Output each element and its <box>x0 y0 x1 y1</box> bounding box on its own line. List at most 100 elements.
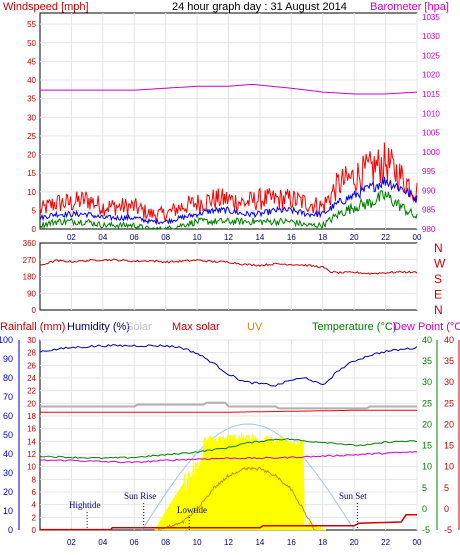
combo-x-tick-label: 12 <box>224 538 233 547</box>
rainfall-ticks: 0 10 20 30 40 50 60 70 80 90 100 <box>0 335 13 535</box>
direction-tick-label: 90 <box>27 289 36 298</box>
humidity-tick-label: 0 <box>32 526 37 535</box>
wind-x-tick-label: 14 <box>255 233 264 242</box>
direction-tick-label: 0 <box>32 306 37 315</box>
combo-x-tick-label: 08 <box>161 538 170 547</box>
dewpoint-tick-label: 5 <box>444 483 449 493</box>
compass-label: N <box>434 241 443 255</box>
solar-baseline-line <box>40 401 417 410</box>
temperature-tick-label: 10 <box>422 462 432 472</box>
wind-average-line <box>39 176 418 226</box>
wind-x-tick-label: 20 <box>350 233 359 242</box>
rainfall-tick-label: 60 <box>3 411 13 421</box>
hightide-label: Hightide <box>69 500 101 510</box>
humidity-tick-label: 16 <box>27 425 36 434</box>
dewpoint-tick-label: 35 <box>444 356 454 366</box>
humidity-tick-label: 30 <box>27 336 36 345</box>
dewpoint-tick-label: -5 <box>444 525 452 535</box>
wind-series <box>39 84 418 230</box>
humidity-tick-label: 6 <box>32 488 37 497</box>
windspeed-ticks: 0 5 10 15 20 25 30 35 40 45 50 55 <box>27 20 36 234</box>
max-solar-legend: Max solar <box>172 321 220 333</box>
windspeed-tick-label: 35 <box>27 95 36 104</box>
barometer-tick-label: 1025 <box>422 51 440 60</box>
combo-x-tick-label: 04 <box>98 538 107 547</box>
rainfall-tick-label: 10 <box>3 506 13 516</box>
windspeed-axis-label: Windspeed [mph] <box>3 1 89 13</box>
dewpoint-ticks: -5 0 5 10 15 20 25 30 35 40 <box>444 335 454 535</box>
rainfall-tick-label: 100 <box>0 335 13 345</box>
rainfall-tick-label: 30 <box>3 468 13 478</box>
uv-legend: UV <box>247 321 263 333</box>
humidity-tick-label: 2 <box>32 513 37 522</box>
combo-x-ticks: 02 04 06 08 10 12 14 16 18 20 22 00 <box>67 538 422 547</box>
combo-x-tick-label: 10 <box>193 538 202 547</box>
compass-label: N <box>434 303 443 317</box>
barometer-tick-label: 1015 <box>422 90 440 99</box>
humidity-tick-label: 22 <box>27 387 36 396</box>
dewpoint-tick-label: 30 <box>444 377 454 387</box>
direction-tick-label: 180 <box>23 273 37 282</box>
barometer-line <box>40 84 418 95</box>
humidity-tick-label: 28 <box>27 349 36 358</box>
barometer-tick-label: 995 <box>422 167 436 176</box>
direction-ticks: 0 90 180 270 360 <box>23 239 37 315</box>
rainfall-tick-label: 80 <box>3 373 13 383</box>
barometer-tick-label: 1035 <box>422 13 440 22</box>
wind-x-ticks: 02 04 06 08 10 12 14 16 18 20 22 00 <box>67 233 422 242</box>
barometer-tick-label: 990 <box>422 186 436 195</box>
barometer-tick-label: 1000 <box>422 148 440 157</box>
dewpoint-tick-label: 40 <box>444 335 454 345</box>
theoretical-solar-curve <box>141 423 355 531</box>
rainfall-tick-label: 90 <box>3 354 13 364</box>
wind-direction-line <box>39 258 418 275</box>
wind-x-tick-label: 08 <box>161 233 170 242</box>
wind-x-tick-label: 12 <box>224 233 233 242</box>
temperature-legend: Temperature (°C) <box>312 321 396 333</box>
temperature-tick-label: 20 <box>422 419 432 429</box>
barometer-tick-label: 1030 <box>422 32 440 41</box>
compass-label: W <box>434 257 446 271</box>
temperature-ticks: -5 0 5 10 15 20 25 30 35 40 <box>422 335 432 535</box>
barometer-tick-label: 1005 <box>422 129 440 138</box>
compass-label: E <box>434 288 442 302</box>
wind-x-tick-label: 22 <box>381 233 390 242</box>
max-solar-line <box>40 409 417 413</box>
combo-x-tick-label: 06 <box>130 538 139 547</box>
barometer-tick-label: 1020 <box>422 71 440 80</box>
combo-x-tick-label: 16 <box>287 538 296 547</box>
combo-x-tick-label: 00 <box>413 538 422 547</box>
temperature-line <box>39 438 418 460</box>
barometer-tick-label: 985 <box>422 206 436 215</box>
dewpoint-line <box>40 451 418 464</box>
combo-x-tick-label: 02 <box>67 538 76 547</box>
dewpoint-tick-label: 25 <box>444 398 454 408</box>
windspeed-tick-label: 15 <box>27 169 36 178</box>
combo-x-tick-label: 22 <box>381 538 390 547</box>
rainfall-tick-label: 0 <box>8 525 13 535</box>
direction-grid <box>40 243 418 310</box>
humidity-legend: Humidity (%) <box>67 321 130 333</box>
barometer-tick-label: 1010 <box>422 109 440 118</box>
wind-gust-line <box>39 142 418 222</box>
humidity-line <box>39 344 418 387</box>
combo-series <box>39 344 418 531</box>
wind-x-tick-label: 16 <box>287 233 296 242</box>
temperature-tick-label: -5 <box>422 525 430 535</box>
wind-x-tick-label: 02 <box>67 233 76 242</box>
windspeed-tick-label: 30 <box>27 113 36 122</box>
humidity-tick-label: 14 <box>27 437 36 446</box>
humidity-tick-label: 12 <box>27 450 36 459</box>
humidity-tick-label: 8 <box>32 475 37 484</box>
wind-x-tick-label: 06 <box>130 233 139 242</box>
rainfall-line <box>40 514 417 531</box>
windspeed-tick-label: 25 <box>27 132 36 141</box>
windspeed-tick-label: 0 <box>32 225 37 234</box>
dewpoint-legend: Dew Point (°C) <box>393 321 460 333</box>
direction-tick-label: 360 <box>23 239 37 248</box>
windspeed-tick-label: 10 <box>27 188 36 197</box>
barometer-tick-label: 980 <box>422 225 436 234</box>
temperature-tick-label: 0 <box>422 504 427 514</box>
wind-x-tick-label: 04 <box>98 233 107 242</box>
